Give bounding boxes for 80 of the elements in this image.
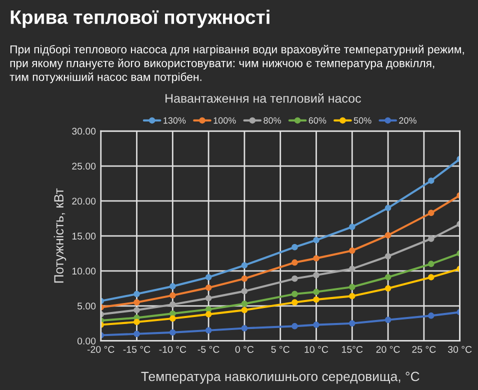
x-tick-label: -20 °C: [87, 346, 114, 353]
point: [313, 272, 320, 278]
point: [292, 259, 298, 266]
point: [428, 210, 434, 216]
legend-label: 130%: [164, 117, 186, 124]
point: [313, 237, 320, 244]
point: [384, 285, 392, 292]
x-axis-title: Температура навколишнього середовища, °C: [141, 372, 420, 384]
point: [349, 320, 356, 326]
point: [384, 204, 392, 212]
point: [349, 292, 356, 300]
x-tick-label: 25 °C: [412, 346, 436, 353]
point: [134, 318, 140, 326]
point: [241, 306, 248, 314]
point: [292, 323, 298, 330]
point: [313, 288, 320, 296]
legend-label: 60%: [308, 117, 326, 124]
x-tick-label: 30 °C: [448, 346, 472, 353]
y-axis-title: Потужність, кВт: [54, 188, 66, 283]
x-tick-label: -5 °C: [198, 346, 220, 353]
point: [134, 306, 140, 314]
y-tick-label: 10.00: [72, 268, 96, 275]
point: [384, 253, 392, 260]
point: [428, 236, 434, 242]
point: [349, 266, 356, 272]
point: [241, 325, 248, 332]
legend-label: 80%: [264, 117, 281, 124]
text: Навантаження на тепловий насос: [166, 93, 361, 103]
point: [134, 290, 140, 298]
legend-label: 20%: [399, 117, 416, 124]
point: [205, 311, 212, 318]
point: [170, 315, 176, 322]
point: [205, 295, 212, 302]
point: [241, 262, 248, 268]
point: [170, 329, 176, 336]
point: [205, 327, 212, 334]
y-tick-label: 5.00: [77, 302, 96, 310]
point: [134, 330, 140, 337]
x-tick-label: 15°C: [342, 346, 363, 353]
point: [384, 274, 392, 280]
point: [205, 284, 212, 291]
point: [241, 275, 248, 282]
x-tick-label: 5 °C: [271, 346, 290, 353]
point: [170, 301, 176, 308]
x-tick-label: 0 °C: [235, 346, 254, 353]
point: [134, 299, 140, 306]
point: [205, 274, 212, 280]
legend-label: 50%: [354, 117, 372, 124]
point: [292, 299, 298, 306]
point: [428, 274, 434, 280]
chart-title: Крива теплової потужності: [10, 10, 270, 28]
point: [292, 290, 298, 298]
point: [428, 260, 434, 268]
point: [313, 255, 320, 262]
x-tick-label: -10 °C: [159, 346, 186, 353]
point: [170, 283, 176, 290]
y-tick-label: 25.00: [72, 162, 96, 170]
point: [428, 312, 434, 319]
point: [428, 178, 434, 184]
y-tick-label: 0.00: [77, 338, 96, 344]
point: [241, 288, 248, 294]
x-tick-label: 20 °C: [376, 346, 400, 353]
point: [292, 244, 298, 250]
point: [349, 248, 356, 254]
x-tick-label: -15 °C: [123, 346, 150, 353]
y-tick-label: 15.00: [72, 232, 96, 240]
legend-label: 100%: [214, 117, 236, 124]
point: [349, 224, 356, 230]
point: [313, 296, 320, 303]
point: [170, 292, 176, 299]
point: [384, 232, 392, 238]
chart-subtitle: При підборі теплового насоса для нагрівання води враховуйте температурний режим, при якому плануєте його використовувати: чим нижчою є температура довкілля, тим потужніший насос вам потрібен.: [10, 44, 464, 84]
point: [349, 284, 356, 290]
point: [241, 300, 248, 307]
point: [384, 316, 392, 324]
x-tick-label: 10 °C: [304, 346, 328, 353]
point: [292, 275, 298, 282]
y-tick-label: 20.00: [72, 198, 96, 205]
y-tick-label: 30.00: [72, 128, 96, 135]
point: [313, 322, 320, 328]
